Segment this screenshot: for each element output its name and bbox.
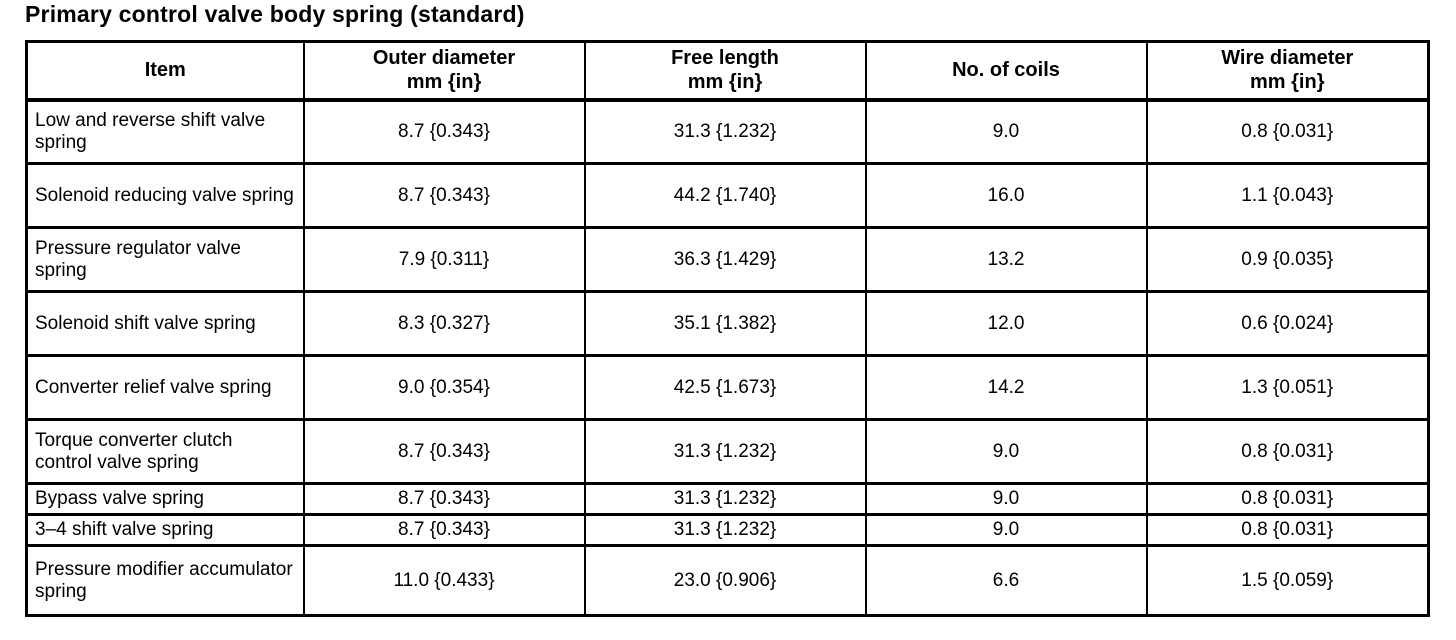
item-cell: Converter relief valve spring <box>25 354 305 421</box>
free-length-cell: 23.0 {0.906} <box>583 544 867 617</box>
item-cell: Solenoid shift valve spring <box>25 290 305 357</box>
table-header-row: Item Outer diameter mm {in} Free length … <box>25 40 1430 102</box>
wire-diameter-cell: 1.1 {0.043} <box>1145 162 1430 229</box>
coils-cell: 9.0 <box>864 482 1148 516</box>
col-header-label: Free length <box>671 47 779 70</box>
free-length-cell: 31.3 {1.232} <box>583 98 867 165</box>
coils-cell: 12.0 <box>864 290 1148 357</box>
col-header-outer-diameter: Outer diameter mm {in} <box>302 40 586 102</box>
wire-diameter-cell: 0.9 {0.035} <box>1145 226 1430 293</box>
wire-diameter-cell: 1.5 {0.059} <box>1145 544 1430 617</box>
table-row: Solenoid shift valve spring 8.3 {0.327} … <box>25 290 1430 357</box>
item-cell: Torque converter clutch control valve sp… <box>25 418 305 485</box>
col-header-label: Wire diameter <box>1221 47 1354 70</box>
item-cell: Low and reverse shift valve spring <box>25 98 305 165</box>
table-row: Bypass valve spring 8.7 {0.343} 31.3 {1.… <box>25 482 1430 516</box>
table-row: Solenoid reducing valve spring 8.7 {0.34… <box>25 162 1430 229</box>
col-header-unit: mm {in} <box>1250 71 1325 94</box>
col-header-label: Outer diameter <box>372 47 516 70</box>
wire-diameter-cell: 0.8 {0.031} <box>1145 98 1430 165</box>
outer-diameter-cell: 7.9 {0.311} <box>302 226 586 293</box>
free-length-cell: 31.3 {1.232} <box>583 482 867 516</box>
item-cell: Bypass valve spring <box>25 482 305 516</box>
wire-diameter-cell: 0.8 {0.031} <box>1145 418 1430 485</box>
wire-diameter-cell: 0.6 {0.024} <box>1145 290 1430 357</box>
table-row: Pressure regulator valve spring 7.9 {0.3… <box>25 226 1430 293</box>
coils-cell: 9.0 <box>864 98 1148 165</box>
wire-diameter-cell: 0.8 {0.031} <box>1145 513 1430 547</box>
item-cell: Pressure regulator valve spring <box>25 226 305 293</box>
table-row: 3–4 shift valve spring 8.7 {0.343} 31.3 … <box>25 513 1430 547</box>
free-length-cell: 35.1 {1.382} <box>583 290 867 357</box>
free-length-cell: 42.5 {1.673} <box>583 354 867 421</box>
outer-diameter-cell: 8.7 {0.343} <box>302 98 586 165</box>
table-row: Converter relief valve spring 9.0 {0.354… <box>25 354 1430 421</box>
col-header-label: No. of coils <box>952 59 1060 82</box>
free-length-cell: 31.3 {1.232} <box>583 418 867 485</box>
outer-diameter-cell: 8.7 {0.343} <box>302 418 586 485</box>
outer-diameter-cell: 8.7 {0.343} <box>302 513 586 547</box>
item-cell: Solenoid reducing valve spring <box>25 162 305 229</box>
table-row: Low and reverse shift valve spring 8.7 {… <box>25 98 1430 165</box>
wire-diameter-cell: 1.3 {0.051} <box>1145 354 1430 421</box>
outer-diameter-cell: 8.3 {0.327} <box>302 290 586 357</box>
table-row: Pressure modifier accumulator spring 11.… <box>25 544 1430 617</box>
coils-cell: 6.6 <box>864 544 1148 617</box>
outer-diameter-cell: 9.0 {0.354} <box>302 354 586 421</box>
outer-diameter-cell: 8.7 {0.343} <box>302 162 586 229</box>
col-header-label: Item <box>144 59 186 82</box>
wire-diameter-cell: 0.8 {0.031} <box>1145 482 1430 516</box>
outer-diameter-cell: 11.0 {0.433} <box>302 544 586 617</box>
outer-diameter-cell: 8.7 {0.343} <box>302 482 586 516</box>
col-header-free-length: Free length mm {in} <box>583 40 867 102</box>
free-length-cell: 44.2 {1.740} <box>583 162 867 229</box>
col-header-wire-diameter: Wire diameter mm {in} <box>1145 40 1430 102</box>
free-length-cell: 31.3 {1.232} <box>583 513 867 547</box>
coils-cell: 14.2 <box>864 354 1148 421</box>
spring-spec-table: Item Outer diameter mm {in} Free length … <box>25 40 1430 617</box>
table-row: Torque converter clutch control valve sp… <box>25 418 1430 485</box>
col-header-no-of-coils: No. of coils <box>864 40 1148 102</box>
page-title: Primary control valve body spring (stand… <box>25 1 525 27</box>
item-cell: Pressure modifier accumulator spring <box>25 544 305 617</box>
col-header-item: Item <box>25 40 305 102</box>
col-header-unit: mm {in} <box>687 71 763 94</box>
coils-cell: 13.2 <box>864 226 1148 293</box>
item-cell: 3–4 shift valve spring <box>25 513 305 547</box>
col-header-unit: mm {in} <box>406 71 482 94</box>
free-length-cell: 36.3 {1.429} <box>583 226 867 293</box>
coils-cell: 9.0 <box>864 418 1148 485</box>
coils-cell: 9.0 <box>864 513 1148 547</box>
coils-cell: 16.0 <box>864 162 1148 229</box>
